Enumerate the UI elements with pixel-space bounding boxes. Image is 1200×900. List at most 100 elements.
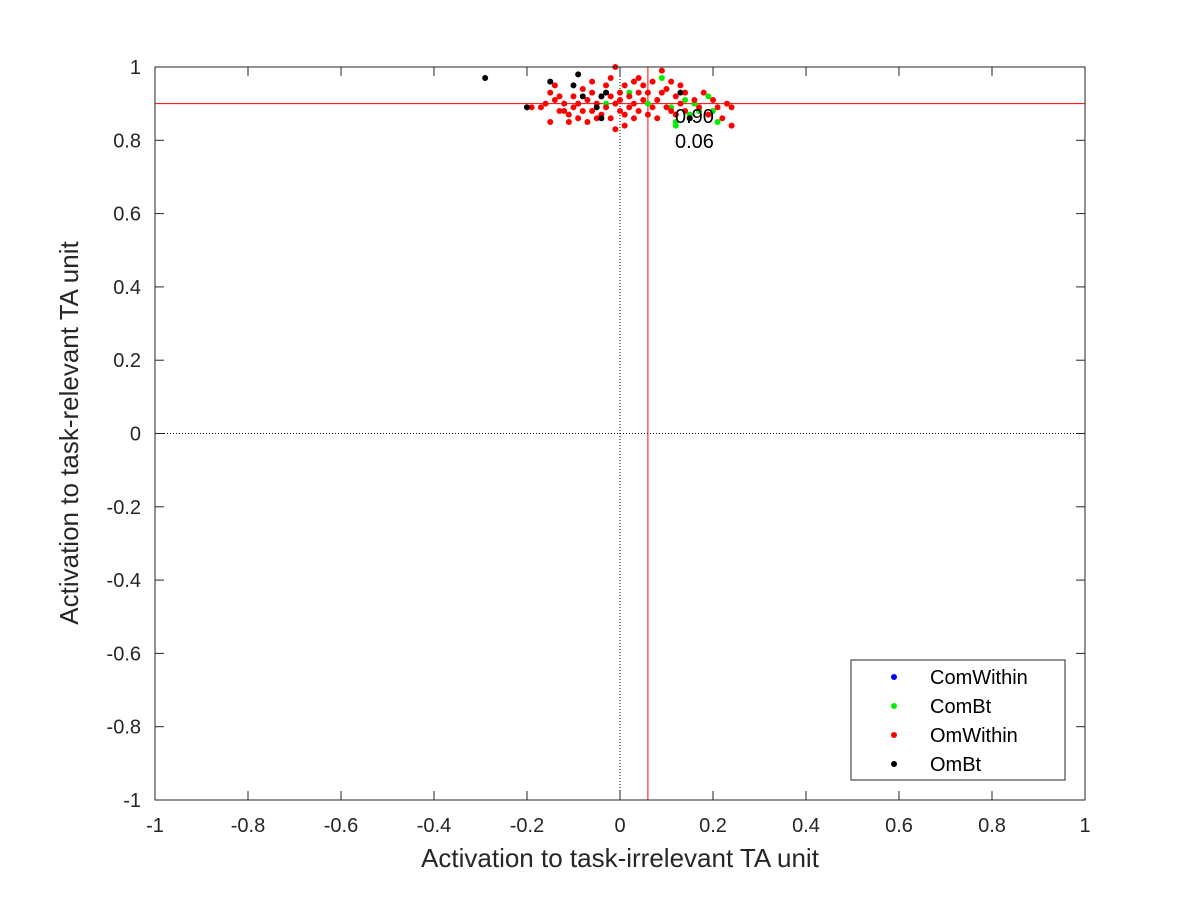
point-omwithin [621, 111, 628, 118]
y-tick-label: -1 [123, 790, 141, 812]
point-omwithin [640, 82, 647, 89]
x-tick-label: -0.2 [510, 815, 544, 837]
y-tick-label: -0.8 [107, 717, 141, 739]
y-axis-title: Activation to task-relevant TA unit [54, 241, 84, 625]
legend-label-comwithin: ComWithin [930, 667, 1028, 689]
point-omwithin [719, 115, 726, 122]
point-ombt [547, 78, 554, 85]
point-omwithin [644, 89, 651, 96]
point-omwithin [603, 82, 610, 89]
point-omwithin [630, 78, 637, 85]
y-tick-label: 0.2 [113, 350, 141, 372]
point-ombt [524, 104, 530, 111]
point-omwithin [630, 100, 637, 107]
point-omwithin [677, 82, 684, 89]
point-omwithin [603, 104, 610, 111]
point-omwithin [589, 89, 596, 96]
axis-ticks [154, 66, 1086, 801]
point-omwithin [547, 89, 554, 96]
point-omwithin [607, 93, 614, 100]
point-omwithin [700, 89, 707, 96]
x-tick-label: -0.4 [417, 815, 451, 837]
point-omwithin [621, 82, 628, 89]
point-omwithin [542, 100, 549, 107]
point-omwithin [630, 115, 637, 122]
point-omwithin [682, 107, 689, 114]
point-omwithin [561, 100, 568, 107]
point-omwithin [626, 93, 633, 100]
point-omwithin [617, 107, 623, 114]
point-ombt [598, 115, 605, 122]
point-omwithin [635, 74, 642, 81]
point-omwithin [612, 126, 619, 133]
point-combt [710, 107, 716, 114]
point-ombt [593, 104, 600, 111]
point-omwithin [710, 96, 716, 103]
point-omwithin [556, 93, 563, 100]
point-omwithin [617, 96, 623, 103]
y-tick-label: 0.6 [113, 204, 141, 226]
point-omwithin [547, 118, 554, 125]
point-omwithin [696, 104, 703, 111]
point-omwithin [617, 89, 623, 96]
point-ombt [575, 71, 582, 78]
point-omwithin [672, 111, 679, 118]
legend-marker-combt [891, 703, 897, 709]
point-omwithin [589, 107, 596, 114]
point-omwithin [728, 122, 735, 129]
legend-label-combt: ComBt [930, 696, 992, 718]
point-omwithin [551, 96, 558, 103]
point-omwithin [691, 96, 698, 103]
x-tick-label: 1 [1079, 815, 1090, 837]
point-omwithin [714, 104, 721, 111]
x-tick-label: 0.6 [885, 815, 913, 837]
point-omwithin [584, 96, 591, 103]
zero-reference-lines [155, 67, 1085, 800]
point-omwithin [626, 104, 633, 111]
point-omwithin [640, 96, 647, 103]
y-tick-label: 1 [130, 57, 141, 79]
point-omwithin [728, 104, 735, 111]
data-points [482, 64, 735, 133]
tick-labels: -1 -0.8 -0.6 -0.4 -0.2 0 0.2 0.4 0.6 0.8 1 -1 -0.8 -0… [107, 57, 1091, 837]
point-omwithin [723, 100, 730, 107]
x-tick-label: -1 [146, 815, 164, 837]
point-omwithin [644, 111, 651, 118]
point-omwithin [570, 93, 577, 100]
point-omwithin [654, 115, 661, 122]
point-combt [714, 118, 721, 125]
point-combt [658, 74, 665, 81]
point-omwithin [649, 104, 656, 111]
point-omwithin [668, 107, 675, 114]
y-tick-label: -0.4 [107, 570, 141, 592]
point-combt [682, 96, 689, 103]
point-omwithin [672, 93, 679, 100]
legend-marker-comwithin [891, 674, 897, 680]
point-omwithin [612, 100, 619, 107]
point-combt [672, 122, 679, 129]
point-omwithin [561, 107, 568, 114]
point-ombt [579, 93, 586, 100]
legend: ComWithin ComBt OmWithin OmBt [850, 659, 1066, 781]
point-omwithin [607, 74, 614, 81]
legend-marker-ombt [891, 761, 897, 767]
point-omwithin [658, 67, 665, 74]
point-omwithin [621, 122, 628, 129]
point-ombt [603, 89, 610, 96]
x-axis-title: Activation to task-irrelevant TA unit [421, 843, 820, 873]
point-ombt [570, 82, 577, 89]
point-combt [705, 93, 712, 100]
point-ombt [598, 93, 605, 100]
x-tick-label: 0 [614, 815, 625, 837]
legend-box [850, 659, 1066, 781]
point-omwithin [579, 85, 586, 92]
mean-reference-lines [155, 67, 1085, 800]
legend-label-ombt: OmBt [930, 754, 982, 776]
point-omwithin [528, 104, 535, 111]
y-tick-label: 0 [130, 424, 141, 446]
point-omwithin [663, 104, 670, 111]
point-omwithin [570, 104, 577, 111]
point-omwithin [649, 78, 656, 85]
point-omwithin [658, 89, 665, 96]
